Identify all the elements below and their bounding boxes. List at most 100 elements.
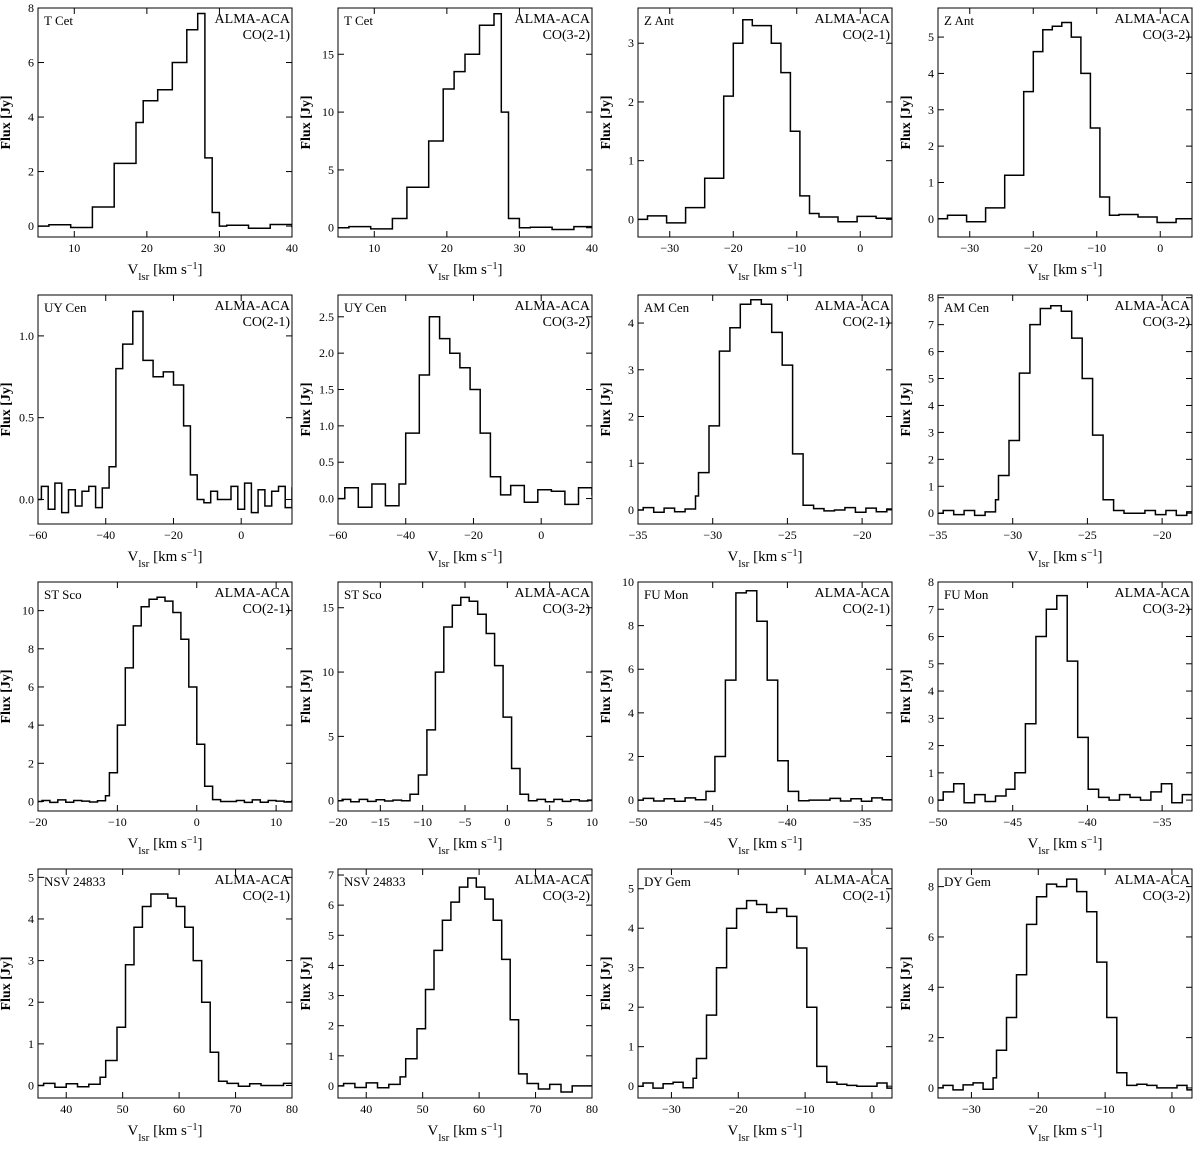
y-tick-label: 8 xyxy=(928,880,934,894)
spectrum-line xyxy=(38,12,292,230)
x-axis-label-part: ] xyxy=(497,1123,502,1139)
line-label: CO(3-2) xyxy=(543,28,591,43)
x-axis-label-part: V xyxy=(428,836,439,852)
x-axis-label-part: −1 xyxy=(1087,261,1098,272)
line-label: CO(3-2) xyxy=(543,889,591,904)
spectrum-panel: −60 −40 −20 0 0.0 0.5 1.0 1.5 2.0 2.5 UY Cen ALMA-A… xyxy=(300,294,593,570)
y-tick-label: 2 xyxy=(328,1019,334,1033)
x-tick-label: −20 xyxy=(1029,1102,1048,1116)
spectrum-line xyxy=(38,893,292,1088)
telescope-label: ALMA-ACA xyxy=(1115,299,1191,314)
x-axis-label-part: −1 xyxy=(787,261,798,272)
y-axis-label: Flux [Jy] xyxy=(900,956,914,1010)
y-tick-label: 0 xyxy=(28,219,34,233)
y-tick-label: 0.5 xyxy=(319,455,334,469)
plot-frame xyxy=(937,7,1193,238)
y-tick-label: 4 xyxy=(628,316,634,330)
y-axis-label: Flux [Jy] xyxy=(900,95,914,149)
y-tick-label: 2.5 xyxy=(319,310,334,324)
y-tick-label: 3 xyxy=(928,425,934,439)
line-label: CO(3-2) xyxy=(1143,889,1191,904)
star-name: T Cet xyxy=(44,13,73,28)
y-tick-label: 15 xyxy=(322,601,334,615)
x-axis-label-part: −1 xyxy=(787,548,798,559)
x-axis-label-part: [km s xyxy=(749,836,787,852)
spectrum-panel: −60 −40 −20 0 0.0 0.5 1.0 UY Cen ALMA-ACACO(2-1)… xyxy=(0,294,293,570)
y-tick-label: 1 xyxy=(328,1049,334,1063)
x-axis-label-part: −1 xyxy=(187,835,198,846)
x-tick-label: 40 xyxy=(286,241,298,255)
x-tick-label: 70 xyxy=(530,1102,542,1116)
x-tick-label: −20 xyxy=(464,528,483,542)
y-tick-label: 0 xyxy=(28,794,34,808)
x-axis-label-part: V xyxy=(1028,549,1039,565)
x-axis-label-part: ] xyxy=(497,836,502,852)
y-tick-label: 5 xyxy=(628,882,634,896)
y-tick-label: 2 xyxy=(928,139,934,153)
y-tick-label: 3 xyxy=(928,711,934,725)
x-axis-label-part: ] xyxy=(497,549,502,565)
plot-frame xyxy=(37,294,293,525)
x-axis-label: Vlsr [km s−1] xyxy=(728,548,803,571)
x-axis-label-part: [km s xyxy=(1049,1123,1087,1139)
x-axis-label-part: [km s xyxy=(449,549,487,565)
line-label: CO(3-2) xyxy=(543,315,591,330)
line-label: CO(2-1) xyxy=(243,315,291,330)
y-tick-label: 15 xyxy=(322,47,334,61)
x-axis-label: Vlsr [km s−1] xyxy=(428,835,503,858)
plot-frame xyxy=(637,294,893,525)
x-tick-label: 40 xyxy=(360,1102,372,1116)
star-name: UY Cen xyxy=(344,300,387,315)
plot-frame xyxy=(637,7,893,238)
telescope-label: ALMA-ACA xyxy=(215,586,291,601)
telescope-label: ALMA-ACA xyxy=(815,873,891,888)
x-axis-label-part: lsr xyxy=(138,845,149,857)
y-tick-label: 0 xyxy=(628,503,634,517)
telescope-label: ALMA-ACA xyxy=(815,12,891,27)
x-axis-label-part: V xyxy=(1028,262,1039,278)
y-tick-label: 6 xyxy=(928,930,934,944)
x-tick-label: 0 xyxy=(238,528,244,542)
x-axis-label-part: [km s xyxy=(449,836,487,852)
x-tick-label: −60 xyxy=(29,528,48,542)
plot-area: −20 −15 −10 −5 0 5 10 0 5 10 15 ST Sco ALMA-ACACO(3-… xyxy=(300,581,598,858)
x-tick-label: 40 xyxy=(586,241,598,255)
telescope-label: ALMA-ACA xyxy=(215,299,291,314)
plot-area: 40 50 60 70 80 0 1 2 3 4 5 6 7 NSV 24833 ALMA-ACACO(3-… xyxy=(300,868,598,1144)
x-tick-label: −35 xyxy=(853,815,872,829)
star-name: DY Gem xyxy=(644,874,691,889)
y-tick-label: 7 xyxy=(328,868,334,882)
y-tick-label: 2 xyxy=(628,95,634,109)
telescope-label: ALMA-ACA xyxy=(515,299,591,314)
y-tick-label: 7 xyxy=(928,602,934,616)
plot-frame xyxy=(637,868,893,1099)
x-axis-label: Vlsr [km s−1] xyxy=(128,1122,203,1145)
y-tick-label: 4 xyxy=(928,66,934,80)
telescope-label: ALMA-ACA xyxy=(515,12,591,27)
x-axis-label-part: −1 xyxy=(787,835,798,846)
x-axis-label-part: ] xyxy=(797,1123,802,1139)
x-axis-label-part: V xyxy=(428,549,439,565)
line-label: CO(3-2) xyxy=(1143,315,1191,330)
x-axis-label-part: lsr xyxy=(738,558,749,570)
x-axis-label-part: V xyxy=(128,836,139,852)
x-tick-label: −10 xyxy=(796,1102,815,1116)
x-tick-label: 0 xyxy=(1169,1102,1175,1116)
y-tick-label: 4 xyxy=(928,684,934,698)
x-tick-label: −35 xyxy=(929,528,948,542)
y-tick-label: 0 xyxy=(28,1079,34,1093)
x-axis-label: Vlsr [km s−1] xyxy=(728,261,803,284)
y-tick-label: 0 xyxy=(928,212,934,226)
y-tick-label: 4 xyxy=(28,912,34,926)
x-axis-label-part: −1 xyxy=(187,1122,198,1133)
star-name: T Cet xyxy=(344,13,373,28)
x-axis-label-part: [km s xyxy=(149,549,187,565)
x-axis-label-part: [km s xyxy=(149,836,187,852)
y-tick-label: 2 xyxy=(928,1031,934,1045)
plot-frame xyxy=(937,581,1193,812)
x-axis-label-part: [km s xyxy=(149,262,187,278)
y-axis-label: Flux [Jy] xyxy=(0,669,14,723)
